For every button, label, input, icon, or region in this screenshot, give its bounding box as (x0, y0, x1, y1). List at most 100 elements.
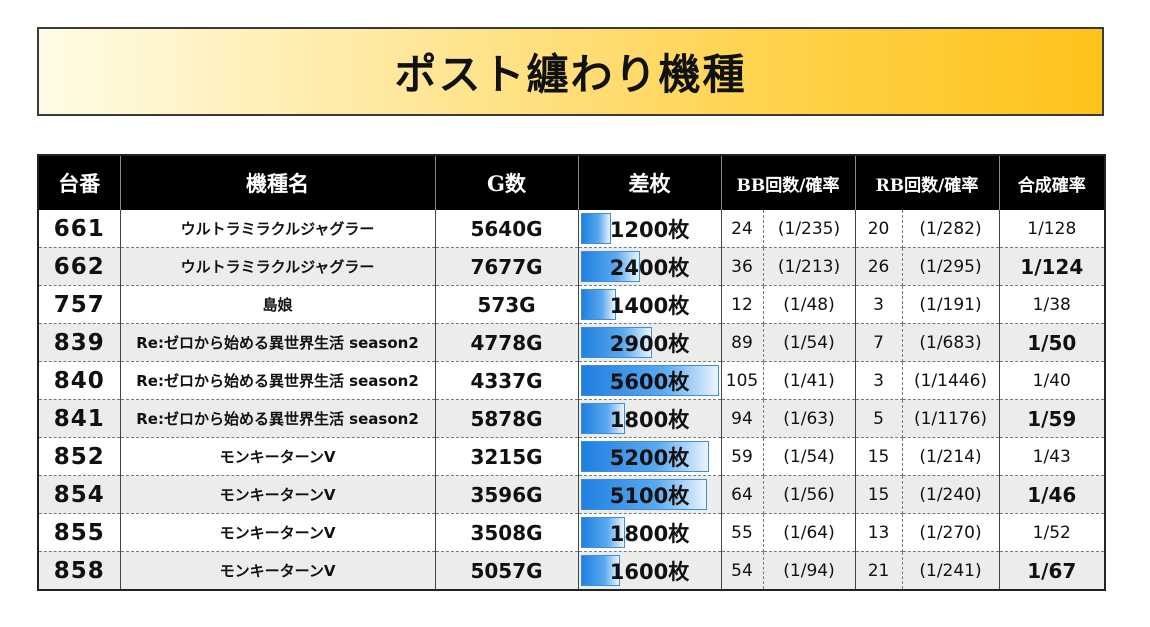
diff-value: 2400枚 (609, 255, 690, 280)
machine-name: Re:ゼロから始める異世界生活 season2 (120, 323, 436, 362)
rb-rate: (1/240) (902, 475, 1000, 514)
table-row: 757 島娘 573G 1400枚 12 (1/48) 3 (1/191) 1/38 (38, 285, 1106, 324)
bb-count: 105 (721, 361, 764, 400)
rb-rate: (1/270) (902, 513, 1000, 552)
machine-number: 840 (38, 361, 121, 400)
header-bb: BB回数/確率 (721, 155, 856, 210)
machine-name: モンキーターンV (120, 513, 436, 552)
bb-rate: (1/63) (763, 399, 856, 438)
machine-name: モンキーターンV (120, 551, 436, 591)
diff-bar (580, 289, 616, 320)
machine-number: 858 (38, 551, 121, 591)
bb-rate: (1/56) (763, 475, 856, 514)
machine-number: 841 (38, 399, 121, 438)
page-title: ポスト纏わり機種 (394, 50, 747, 99)
rb-rate: (1/282) (902, 210, 1000, 248)
diff-value: 1600枚 (609, 559, 690, 584)
header-no: 台番 (38, 155, 121, 210)
bb-count: 24 (721, 210, 764, 248)
machine-name: モンキーターンV (120, 437, 436, 476)
rb-rate: (1/214) (902, 437, 1000, 476)
bb-count: 94 (721, 399, 764, 438)
game-count: 4778G (435, 323, 579, 362)
diff-value: 2900枚 (609, 331, 690, 356)
diff-cell: 1200枚 (578, 210, 722, 248)
table-row: 839 Re:ゼロから始める異世界生活 season2 4778G 2900枚 89 (1… (38, 323, 1106, 362)
header-combined: 合成確率 (999, 155, 1106, 210)
machine-name: モンキーターンV (120, 475, 436, 514)
rb-count: 15 (855, 475, 903, 514)
combined-rate: 1/124 (999, 247, 1106, 286)
diff-value: 1800枚 (609, 407, 690, 432)
rb-count: 3 (855, 285, 903, 324)
diff-cell: 2400枚 (578, 247, 722, 286)
machine-table: 台番 機種名 G数 差枚 BB回数/確率 RB回数/確率 合成確率 661 ウルト… (37, 154, 1107, 591)
combined-rate: 1/46 (999, 475, 1106, 514)
machine-number: 855 (38, 513, 121, 552)
rb-rate: (1/241) (902, 551, 1000, 591)
bb-rate: (1/41) (763, 361, 856, 400)
table-row: 852 モンキーターンV 3215G 5200枚 59 (1/54) 15 (1/214) 1/… (38, 437, 1106, 476)
machine-name: 島娘 (120, 285, 436, 324)
machine-name: ウルトラミラクルジャグラー (120, 210, 436, 248)
game-count: 7677G (435, 247, 579, 286)
combined-rate: 1/67 (999, 551, 1106, 591)
diff-cell: 2900枚 (578, 323, 722, 362)
diff-bar (580, 213, 611, 244)
diff-cell: 1400枚 (578, 285, 722, 324)
bb-rate: (1/64) (763, 513, 856, 552)
combined-rate: 1/38 (999, 285, 1106, 324)
combined-rate: 1/40 (999, 361, 1106, 400)
rb-rate: (1/1176) (902, 399, 1000, 438)
diff-value: 1400枚 (609, 293, 690, 318)
machine-number: 757 (38, 285, 121, 324)
table-row: 858 モンキーターンV 5057G 1600枚 54 (1/94) 21 (1/241) 1/… (38, 551, 1106, 591)
game-count: 5640G (435, 210, 579, 248)
rb-count: 26 (855, 247, 903, 286)
diff-value: 1800枚 (609, 521, 690, 546)
diff-value: 1200枚 (609, 217, 690, 242)
diff-cell: 1800枚 (578, 513, 722, 552)
rb-count: 20 (855, 210, 903, 248)
rb-count: 15 (855, 437, 903, 476)
rb-count: 5 (855, 399, 903, 438)
combined-rate: 1/128 (999, 210, 1106, 248)
diff-value: 5100枚 (609, 483, 690, 508)
diff-bar (580, 441, 709, 472)
table-row: 662 ウルトラミラクルジャグラー 7677G 2400枚 36 (1/213) 26 (1/… (38, 247, 1106, 286)
bb-rate: (1/213) (763, 247, 856, 286)
rb-count: 7 (855, 323, 903, 362)
table-row: 841 Re:ゼロから始める異世界生活 season2 5878G 1800枚 94 (1… (38, 399, 1106, 438)
bb-count: 54 (721, 551, 764, 591)
machine-number: 852 (38, 437, 121, 476)
rb-count: 3 (855, 361, 903, 400)
game-count: 3596G (435, 475, 579, 514)
game-count: 3215G (435, 437, 579, 476)
bb-count: 36 (721, 247, 764, 286)
diff-bar (580, 327, 652, 358)
header-games: G数 (435, 155, 579, 210)
rb-rate: (1/683) (902, 323, 1000, 362)
table-row: 854 モンキーターンV 3596G 5100枚 64 (1/56) 15 (1/240) 1/… (38, 475, 1106, 514)
combined-rate: 1/52 (999, 513, 1106, 552)
game-count: 4337G (435, 361, 579, 400)
game-count: 573G (435, 285, 579, 324)
rb-rate: (1/191) (902, 285, 1000, 324)
machine-name: Re:ゼロから始める異世界生活 season2 (120, 361, 436, 400)
diff-cell: 5600枚 (578, 361, 722, 400)
game-count: 5057G (435, 551, 579, 591)
table-row: 855 モンキーターンV 3508G 1800枚 55 (1/64) 13 (1/270) 1/… (38, 513, 1106, 552)
diff-value: 5600枚 (609, 369, 690, 394)
bb-rate: (1/235) (763, 210, 856, 248)
game-count: 5878G (435, 399, 579, 438)
machine-number: 854 (38, 475, 121, 514)
diff-bar (580, 517, 625, 548)
rb-count: 13 (855, 513, 903, 552)
machine-number: 661 (38, 210, 121, 248)
diff-bar (580, 479, 707, 510)
combined-rate: 1/50 (999, 323, 1106, 362)
bb-rate: (1/48) (763, 285, 856, 324)
machine-name: Re:ゼロから始める異世界生活 season2 (120, 399, 436, 438)
combined-rate: 1/59 (999, 399, 1106, 438)
header-name: 機種名 (120, 155, 436, 210)
